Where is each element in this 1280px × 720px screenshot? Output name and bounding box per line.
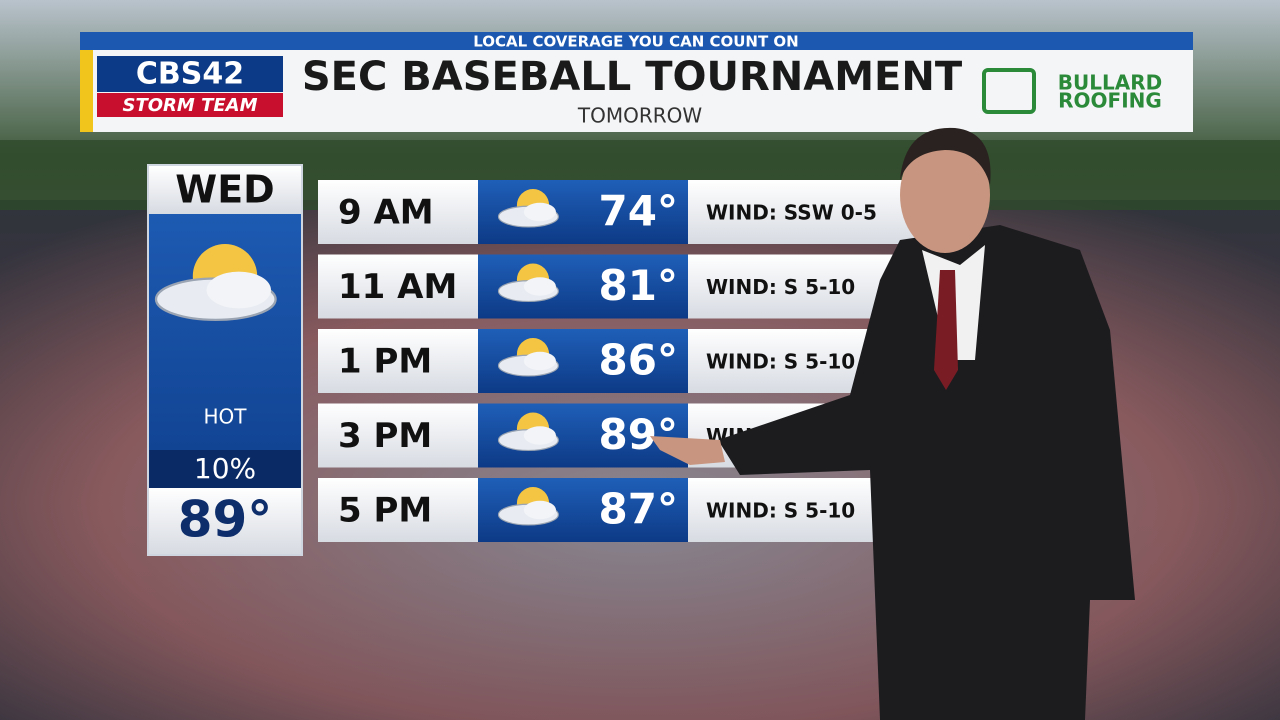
- time-box: [318, 403, 478, 468]
- day-box: [149, 166, 301, 214]
- sponsor-line1: BULLARD: [1058, 71, 1162, 95]
- hourly-rows: 9 AM 74° WIND: SSW 0-5 11 AM 81° WIND: S 5-10…: [318, 180, 915, 542]
- hour-time: 11 AM: [338, 267, 457, 307]
- presenter: [650, 127, 1135, 720]
- hour-wind: WIND: S 5-10: [706, 275, 855, 299]
- hour-time: 5 PM: [338, 491, 432, 531]
- sponsor-line2: ROOFING: [1058, 89, 1162, 113]
- tagline: LOCAL COVERAGE YOU CAN COUNT ON: [473, 33, 798, 51]
- hour-time: 1 PM: [338, 342, 432, 382]
- high: 89°: [178, 491, 273, 549]
- day: WED: [175, 168, 274, 212]
- team-logo: [97, 93, 283, 117]
- condition: HOT: [204, 405, 248, 429]
- team-name: STORM TEAM: [123, 95, 258, 116]
- hour-temp: 81°: [599, 261, 678, 310]
- subtitle: TOMORROW: [577, 104, 702, 128]
- station-name: CBS42: [136, 57, 244, 92]
- wind-box: [688, 180, 915, 244]
- title: SEC BASEBALL TOURNAMENT: [302, 54, 963, 100]
- hour-wind: WIND: S 5-10: [706, 499, 855, 523]
- precip: 10%: [194, 452, 256, 485]
- time-box: [318, 180, 478, 244]
- hour-temp: 87°: [599, 485, 678, 534]
- precip-box: [149, 450, 301, 488]
- sponsor-icon: [982, 68, 1036, 114]
- hour-wind: WIND: S 5-10: [706, 350, 855, 374]
- hour-wind: WIND: SSW 0-5: [706, 201, 877, 225]
- hour-time: 3 PM: [338, 416, 432, 456]
- accent-stripe: [80, 50, 93, 132]
- high-box: [149, 488, 301, 554]
- hour-time: 9 AM: [338, 193, 434, 233]
- hour-temp: 86°: [599, 336, 678, 385]
- hour-temp: 74°: [599, 187, 678, 236]
- station-logo: [97, 56, 283, 92]
- tagline-bar: [80, 32, 1193, 50]
- time-box: [318, 478, 478, 542]
- time-box: [318, 329, 478, 393]
- time-box: [318, 254, 478, 319]
